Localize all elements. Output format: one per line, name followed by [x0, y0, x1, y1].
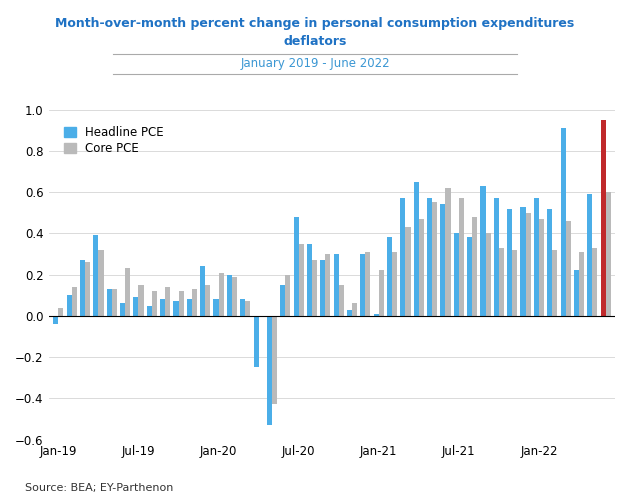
Bar	[227, 274, 232, 316]
Bar	[98, 250, 103, 316]
Bar	[67, 295, 72, 316]
Bar	[419, 219, 424, 316]
Bar	[574, 270, 579, 316]
Bar	[459, 198, 464, 316]
Bar	[486, 234, 491, 316]
Bar	[507, 209, 512, 316]
Legend: Headline PCE, Core PCE: Headline PCE, Core PCE	[60, 122, 168, 159]
Bar	[285, 274, 290, 316]
Text: January 2019 - June 2022: January 2019 - June 2022	[240, 57, 390, 70]
Bar	[360, 254, 365, 316]
Bar	[152, 291, 157, 316]
Text: Source: BEA; EY-Parthenon: Source: BEA; EY-Parthenon	[25, 483, 174, 493]
Bar	[240, 299, 245, 316]
Bar	[253, 316, 259, 368]
Bar	[280, 285, 285, 316]
Bar	[387, 238, 392, 316]
Bar	[187, 299, 192, 316]
Bar	[307, 244, 312, 316]
Bar	[499, 248, 504, 316]
Bar	[445, 188, 450, 316]
Bar	[605, 192, 610, 316]
Bar	[534, 198, 539, 316]
Bar	[205, 285, 210, 316]
Bar	[566, 221, 571, 316]
Bar	[54, 316, 59, 324]
Bar	[219, 272, 224, 316]
Bar	[392, 252, 397, 316]
Text: deflators: deflators	[284, 35, 346, 48]
Bar	[312, 260, 317, 316]
Bar	[347, 310, 352, 316]
Bar	[579, 252, 584, 316]
Bar	[85, 262, 90, 316]
Bar	[147, 305, 152, 316]
Bar	[401, 198, 406, 316]
Bar	[520, 207, 525, 316]
Bar	[561, 128, 566, 316]
Bar	[512, 250, 517, 316]
Bar	[440, 205, 445, 316]
Bar	[245, 301, 250, 316]
Bar	[525, 213, 530, 316]
Bar	[600, 120, 605, 316]
Bar	[472, 217, 478, 316]
Bar	[192, 289, 197, 316]
Bar	[587, 194, 592, 316]
Bar	[200, 266, 205, 316]
Bar	[432, 202, 437, 316]
Bar	[592, 248, 597, 316]
Bar	[553, 250, 558, 316]
Bar	[365, 252, 370, 316]
Bar	[320, 260, 325, 316]
Bar	[120, 303, 125, 316]
Bar	[80, 260, 85, 316]
Bar	[334, 254, 339, 316]
Bar	[547, 209, 553, 316]
Bar	[406, 227, 411, 316]
Bar	[294, 217, 299, 316]
Bar	[267, 316, 272, 425]
Bar	[160, 299, 165, 316]
Bar	[352, 303, 357, 316]
Bar	[539, 219, 544, 316]
Bar	[299, 244, 304, 316]
Bar	[272, 316, 277, 404]
Bar	[494, 198, 499, 316]
Bar	[165, 287, 170, 316]
Bar	[427, 198, 432, 316]
Text: Month-over-month percent change in personal consumption expenditures: Month-over-month percent change in perso…	[55, 17, 575, 30]
Bar	[214, 299, 219, 316]
Bar	[139, 285, 144, 316]
Bar	[59, 308, 64, 316]
Bar	[106, 289, 112, 316]
Bar	[134, 297, 139, 316]
Bar	[414, 182, 419, 316]
Bar	[72, 287, 77, 316]
Bar	[454, 234, 459, 316]
Bar	[93, 236, 98, 316]
Bar	[178, 291, 183, 316]
Bar	[173, 301, 178, 316]
Bar	[325, 254, 330, 316]
Bar	[467, 238, 472, 316]
Bar	[374, 314, 379, 316]
Bar	[112, 289, 117, 316]
Bar	[232, 277, 237, 316]
Bar	[125, 268, 130, 316]
Bar	[339, 285, 344, 316]
Bar	[379, 270, 384, 316]
Bar	[481, 186, 486, 316]
